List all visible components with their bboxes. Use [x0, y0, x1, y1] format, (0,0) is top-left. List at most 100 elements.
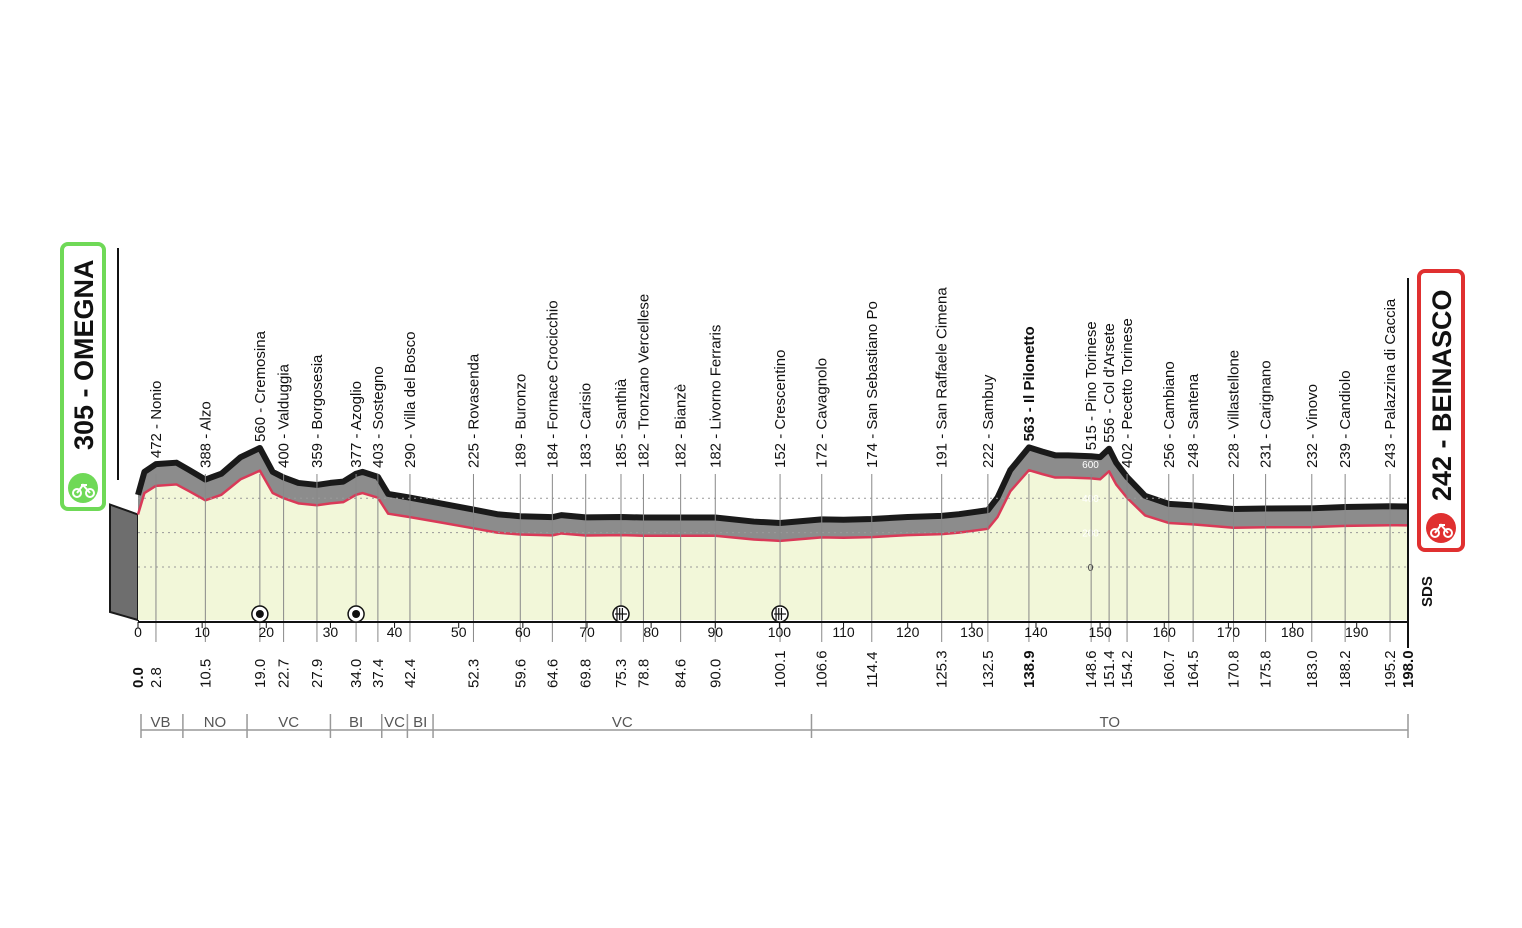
- km-label: 27.9: [309, 659, 326, 688]
- location-label: 388 - Alzo: [197, 401, 214, 468]
- railway-crossing-icon: [771, 605, 789, 623]
- finish-badge-frame: [1417, 269, 1465, 552]
- start-badge-frame: [60, 242, 106, 511]
- km-label: 37.4: [370, 659, 387, 688]
- route-markers: [251, 605, 789, 623]
- km-label: 100.1: [772, 650, 789, 688]
- x-tick-label: 80: [643, 624, 659, 640]
- province-label: VB: [150, 714, 170, 731]
- location-label: 563 - Il Pilonetto: [1021, 326, 1038, 441]
- km-label: 42.4: [402, 659, 419, 688]
- km-label: 59.6: [512, 659, 529, 688]
- altitude-tick-label: 600: [1082, 460, 1099, 471]
- km-label: 69.8: [578, 659, 595, 688]
- province-strip: VB NO VC BI VC BI VC TO: [140, 714, 1409, 738]
- location-label: 556 - Col d'Arsete: [1101, 323, 1118, 443]
- x-tick-label: 60: [515, 624, 531, 640]
- province-label: VC: [612, 714, 633, 731]
- profile-top-band: [138, 447, 1408, 541]
- location-label: 172 - Cavagnolo: [814, 358, 831, 468]
- km-label: 64.6: [544, 659, 561, 688]
- brand-logo: SDS: [1419, 576, 1436, 607]
- location-label: 243 - Palazzina di Caccia: [1382, 298, 1399, 468]
- province-label: BI: [413, 714, 427, 731]
- km-label: 84.6: [673, 659, 690, 688]
- finish-badge: 242 - BEINASCO: [1417, 269, 1465, 552]
- profile-top-edge: [135, 444, 1409, 527]
- km-label: 195.2: [1382, 650, 1399, 688]
- finish-label: 242 - BEINASCO: [1427, 289, 1457, 501]
- km-label: 78.8: [635, 659, 652, 688]
- x-tick-label: 50: [451, 624, 467, 640]
- location-label: 182 - Bianzè: [673, 384, 690, 468]
- profile-area-fill: [138, 470, 1408, 620]
- km-label: 10.5: [197, 659, 214, 688]
- location-label: 222 - Sambuy: [980, 374, 997, 468]
- x-tick-label: 150: [1088, 624, 1112, 640]
- km-label: 154.2: [1119, 650, 1136, 688]
- x-tick-label: 70: [579, 624, 595, 640]
- km-label: 114.4: [864, 652, 881, 688]
- location-label: 403 - Sostegno: [370, 366, 387, 468]
- location-label: 225 - Rovasenda: [465, 353, 482, 468]
- km-label: 52.3: [465, 659, 482, 688]
- province-label: BI: [349, 714, 363, 731]
- km-label: 106.6: [814, 650, 831, 688]
- km-label: 164.5: [1185, 650, 1202, 688]
- x-tick-label: 20: [258, 624, 274, 640]
- km-label: 148.6: [1083, 650, 1100, 688]
- km-label: 198.0: [1400, 650, 1417, 688]
- location-label: 152 - Crescentino: [772, 350, 789, 468]
- location-label: 560 - Cremosina: [252, 330, 269, 442]
- location-label: 400 - Valduggia: [276, 363, 293, 468]
- location-label: 185 - Santhià: [613, 378, 630, 468]
- location-label: 377 - Azoglio: [348, 381, 365, 468]
- location-label: 402 - Pecetto Torinese: [1119, 318, 1136, 468]
- location-label: 183 - Carisio: [578, 383, 595, 468]
- km-label: 183.0: [1304, 650, 1321, 688]
- x-tick-label: 130: [960, 624, 984, 640]
- location-label: 174 - San Sebastiano Po: [864, 301, 881, 468]
- location-label: 232 - Vinovo: [1304, 384, 1321, 468]
- location-label: 515 - Pino Torinese: [1083, 321, 1100, 450]
- km-label: 34.0: [348, 659, 365, 688]
- start-badge: 305 - OMEGNA: [60, 242, 106, 511]
- km-label: 90.0: [707, 659, 724, 688]
- start-label: 305 - OMEGNA: [69, 259, 99, 450]
- km-label: 22.7: [276, 659, 293, 688]
- location-label: 191 - San Raffaele Cimena: [934, 287, 951, 468]
- start-cyclist-icon: [68, 473, 98, 503]
- x-tick-label: 110: [832, 624, 855, 640]
- road-line: [136, 468, 1409, 543]
- x-tick-label: 140: [1024, 624, 1048, 640]
- km-label: 151.4: [1101, 650, 1118, 688]
- km-label: 0.0: [130, 667, 147, 688]
- location-label: 472 - Nonio: [148, 381, 165, 459]
- km-label: 125.3: [934, 650, 951, 688]
- km-label: 188.2: [1337, 650, 1354, 688]
- profile-side-wall: [109, 503, 139, 622]
- location-labels: 472 - Nonio 388 - Alzo 560 - Cremosina 400 …: [148, 287, 1399, 642]
- start-bike-glyph: [72, 483, 95, 498]
- km-label: 132.5: [980, 650, 997, 688]
- x-tick-label: 40: [387, 624, 403, 640]
- x-tick-label: 190: [1345, 624, 1369, 640]
- x-tick-label: 30: [323, 624, 339, 640]
- location-label: 184 - Fornace Crocicchio: [544, 300, 561, 468]
- km-label: 138.9: [1021, 650, 1038, 688]
- km-label: 75.3: [613, 659, 630, 688]
- province-label: VC: [384, 714, 405, 731]
- location-label: 256 - Cambiano: [1161, 361, 1178, 468]
- x-tick-label: 10: [194, 624, 210, 640]
- x-tick-label: 180: [1281, 624, 1305, 640]
- km-label: 2.8: [148, 667, 165, 688]
- x-tick-label: 90: [707, 624, 723, 640]
- location-label: 231 - Carignano: [1258, 360, 1275, 468]
- location-label: 189 - Buronzo: [512, 374, 529, 468]
- railway-crossing-icon: [612, 605, 630, 623]
- location-label: 182 - Livorno Ferraris: [707, 325, 724, 468]
- x-tick-label: 0: [134, 624, 142, 640]
- x-tick-label: 120: [896, 624, 920, 640]
- province-label: VC: [278, 714, 299, 731]
